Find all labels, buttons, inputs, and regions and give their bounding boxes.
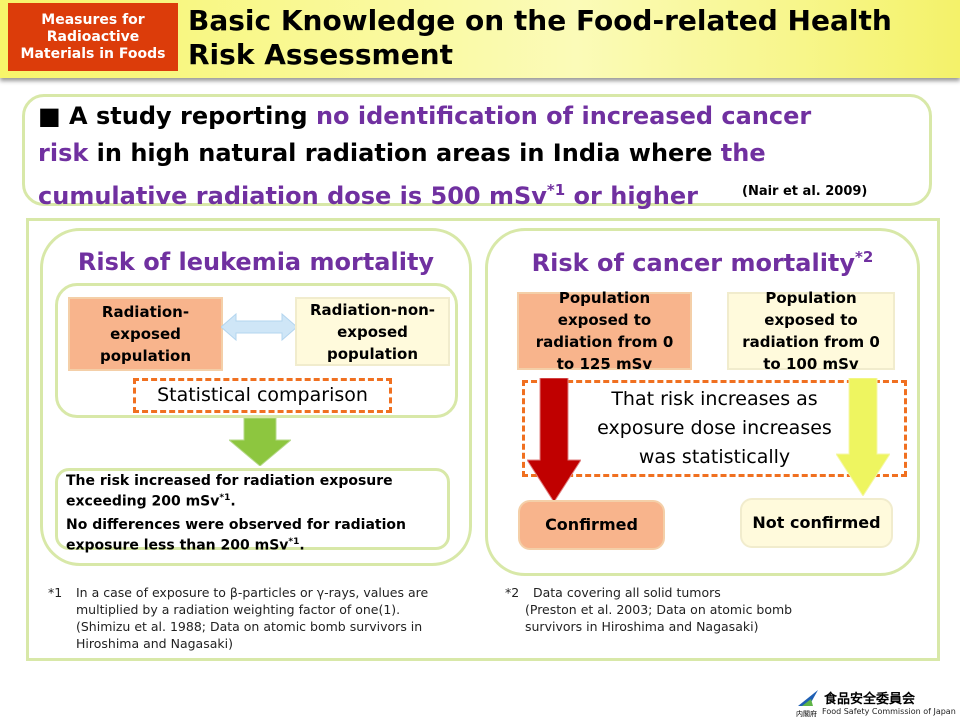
summary-box (22, 94, 932, 206)
statistical-statement: That risk increases as exposure dose inc… (522, 380, 907, 477)
summary-part: A study reporting (69, 102, 316, 130)
page-title: Basic Knowledge on the Food-related Heal… (188, 4, 892, 71)
red-down-arrow-icon (527, 378, 581, 502)
logo-mark-icon (798, 690, 818, 706)
footnote-ref: *1 (288, 536, 300, 547)
result-text: . (230, 493, 236, 510)
result-text: . (299, 537, 305, 554)
footnote-citation: (Preston et al. 2003; Data on atomic bom… (525, 602, 793, 634)
not-confirmed-result: Not confirmed (740, 498, 893, 548)
footnote-ref: *1 (546, 181, 566, 199)
yellow-down-arrow-icon (836, 378, 890, 496)
leukemia-title: Risk of leukemia mortality (77, 248, 435, 276)
content-frame (26, 218, 940, 661)
logo-name: 食品安全委員会 (824, 692, 916, 707)
summary-highlight: the cumulative radiation dose is 500 mSv (38, 139, 766, 210)
nonexposed-population: Radiation-non-exposed population (295, 297, 450, 366)
section-badge: Measures for Radioactive Materials in Fo… (8, 3, 178, 71)
result-text: No differences were observed for radiati… (66, 516, 407, 554)
footnote-1: *1 In a case of exposure to β-particles o… (48, 584, 468, 652)
result-text: The risk increased for radiation exposur… (66, 473, 393, 510)
summary-text: ■ A study reporting no identification of… (38, 98, 868, 215)
logo-gov: 内閣府 (796, 710, 817, 718)
footnote-ref: *1 (219, 493, 231, 503)
footnote-ref: *2 (855, 248, 874, 266)
leukemia-result: The risk increased for radiation exposur… (55, 468, 450, 553)
footnote-text: Data covering all solid tumors (533, 585, 721, 600)
footnote-text: In a case of exposure to β-particles or … (76, 585, 429, 617)
confirmed-result: Confirmed (518, 500, 665, 550)
footnote-mark: *2 (505, 585, 520, 600)
summary-part: in high natural radiation areas in India… (88, 139, 721, 167)
footnote-citation: (Shimizu et al. 1988; Data on atomic bom… (76, 619, 423, 651)
population-100: Population exposed to radiation from 0 t… (727, 289, 895, 373)
statistical-comparison: Statistical comparison (133, 378, 392, 413)
down-arrow-icon (229, 418, 291, 466)
result-2: No differences were observed for radiati… (66, 517, 439, 555)
cancer-title: Risk of cancer mortality*2 (485, 248, 920, 277)
summary-highlight: no identification of increased cancer ri… (38, 102, 812, 167)
double-arrow-icon (221, 312, 297, 342)
population-125: Population exposed to radiation from 0 t… (517, 289, 692, 373)
footnote-mark: *1 (48, 585, 63, 600)
summary-citation: (Nair et al. 2009) (742, 184, 868, 199)
cancer-title-text: Risk of cancer mortality (531, 249, 856, 277)
logo-sub: Food Safety Commission of Japan (822, 707, 956, 716)
summary-highlight: or higher (565, 182, 698, 210)
footnote-2: *2 Data covering all solid tumors (Presto… (505, 584, 835, 635)
fsc-logo: 食品安全委員会 内閣府 Food Safety Commission of Ja… (796, 688, 958, 720)
bullet: ■ (38, 102, 61, 130)
exposed-population: Radiation-exposed population (68, 297, 223, 371)
result-1: The risk increased for radiation exposur… (66, 473, 439, 511)
